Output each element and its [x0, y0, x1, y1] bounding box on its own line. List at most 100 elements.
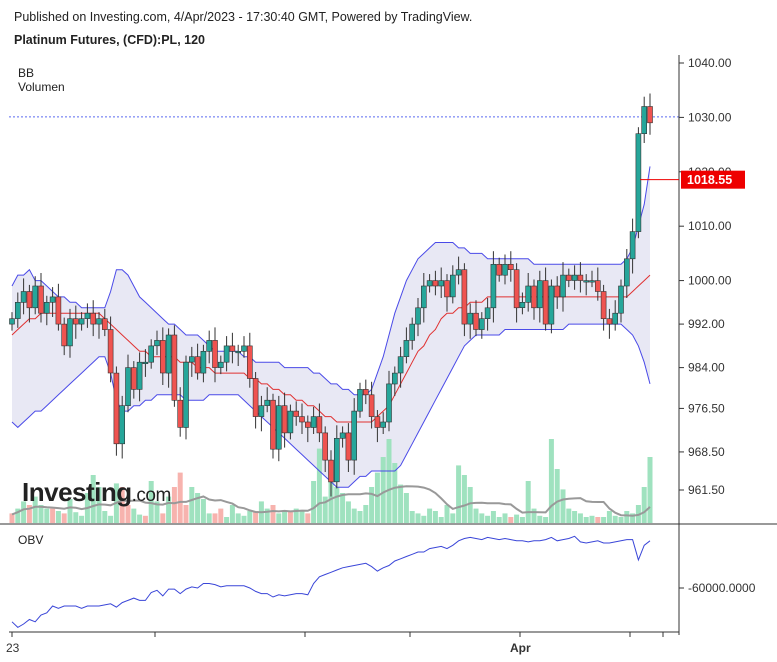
candle-body — [374, 416, 381, 428]
volume-bar — [9, 513, 15, 523]
volume-bar — [606, 511, 612, 523]
volume-bar — [514, 514, 520, 523]
volume-bar — [67, 499, 73, 523]
volume-bar — [247, 511, 253, 523]
candle-body — [507, 263, 514, 270]
volume-bar — [287, 511, 293, 523]
candle-body — [310, 416, 317, 428]
candle-body — [635, 133, 642, 232]
candle-body — [351, 410, 358, 461]
candle-body — [247, 345, 253, 379]
candle-body — [235, 350, 241, 354]
candle-body — [467, 312, 474, 325]
volume-bar — [537, 515, 543, 523]
last-price-label: 1018.55 — [687, 173, 732, 187]
volume-bar — [398, 484, 404, 523]
volume-bar — [467, 487, 473, 523]
volume-bar — [392, 463, 398, 523]
volume-bar — [601, 517, 607, 523]
volume-bar — [189, 487, 195, 523]
volume-bar — [403, 493, 409, 523]
candle-body — [513, 269, 520, 309]
volume-bar — [142, 515, 148, 523]
volume-average-line — [11, 485, 651, 517]
volume-bar — [519, 517, 525, 523]
candle-body — [629, 231, 636, 260]
volume-bar — [485, 515, 491, 523]
candle-body — [212, 340, 218, 368]
volume-bar — [171, 487, 177, 523]
candle-body — [496, 263, 503, 276]
candle-body — [113, 372, 120, 445]
candle-body — [258, 405, 265, 417]
candle-body — [409, 323, 416, 341]
volume-bar — [432, 511, 438, 523]
candle-body — [15, 301, 21, 319]
band-area — [12, 166, 650, 488]
candle-body — [67, 318, 73, 347]
candle-body — [125, 367, 131, 407]
candle-body — [455, 269, 462, 276]
volume-bar — [50, 508, 56, 523]
candle-body — [641, 106, 648, 135]
volume-bar — [374, 472, 380, 523]
candle-body — [264, 399, 271, 406]
candle-body — [333, 437, 340, 483]
candle-body — [119, 405, 125, 445]
volume-bar — [212, 513, 218, 523]
volume-bar — [456, 465, 462, 523]
candle-body — [252, 378, 259, 417]
volume-bar — [473, 508, 479, 523]
candle-body — [9, 318, 15, 325]
candle-body — [160, 340, 166, 374]
volume-bar — [363, 505, 369, 523]
candle-body — [444, 280, 450, 298]
volume-bar — [102, 511, 108, 523]
candle-body — [565, 274, 572, 281]
volume-bar — [351, 508, 357, 523]
y-tick-label: 976.50 — [688, 401, 725, 415]
volume-bar — [293, 508, 299, 523]
volume-bar — [531, 508, 537, 523]
obv-indicator-label[interactable]: OBV — [18, 533, 44, 547]
volume-bar — [630, 513, 636, 523]
volume-bar — [316, 448, 322, 523]
candle-body — [270, 399, 276, 450]
candle-body — [432, 280, 439, 287]
volume-bar — [241, 515, 247, 523]
candle-body — [606, 318, 613, 325]
volume-bar — [119, 487, 125, 523]
volume-bar — [618, 517, 624, 523]
candle-body — [328, 459, 334, 483]
candle-body — [148, 345, 154, 363]
volume-bar — [647, 457, 653, 523]
y-tick-label: 1030.00 — [688, 110, 732, 124]
x-tick-label: 23 — [6, 641, 20, 655]
volume-bar — [61, 513, 67, 523]
candle-body — [194, 356, 201, 374]
volume-bar — [73, 512, 79, 523]
candle-body — [583, 280, 590, 283]
volume-bar — [206, 513, 212, 523]
volume-bar — [15, 508, 21, 523]
candlesticks — [9, 93, 653, 497]
volume-bar — [131, 508, 137, 523]
volume-bar — [612, 515, 618, 523]
volume-bar — [195, 493, 201, 523]
volume-bar — [490, 511, 496, 523]
candle-body — [612, 312, 619, 325]
volume-bar — [218, 508, 224, 523]
volume-bar — [595, 517, 601, 523]
obv-tick-label: -60000.0000 — [688, 581, 756, 595]
volume-bar — [270, 505, 276, 523]
candle-body — [189, 356, 195, 363]
candle-body — [368, 394, 375, 417]
volume-bar — [264, 508, 270, 523]
candle-body — [165, 334, 172, 374]
volume-bar — [438, 517, 444, 523]
volume-bar — [311, 481, 317, 523]
volume-indicator-label[interactable]: Volumen — [18, 80, 65, 94]
bb-indicator-label[interactable]: BB — [18, 66, 35, 80]
candle-body — [484, 307, 491, 319]
